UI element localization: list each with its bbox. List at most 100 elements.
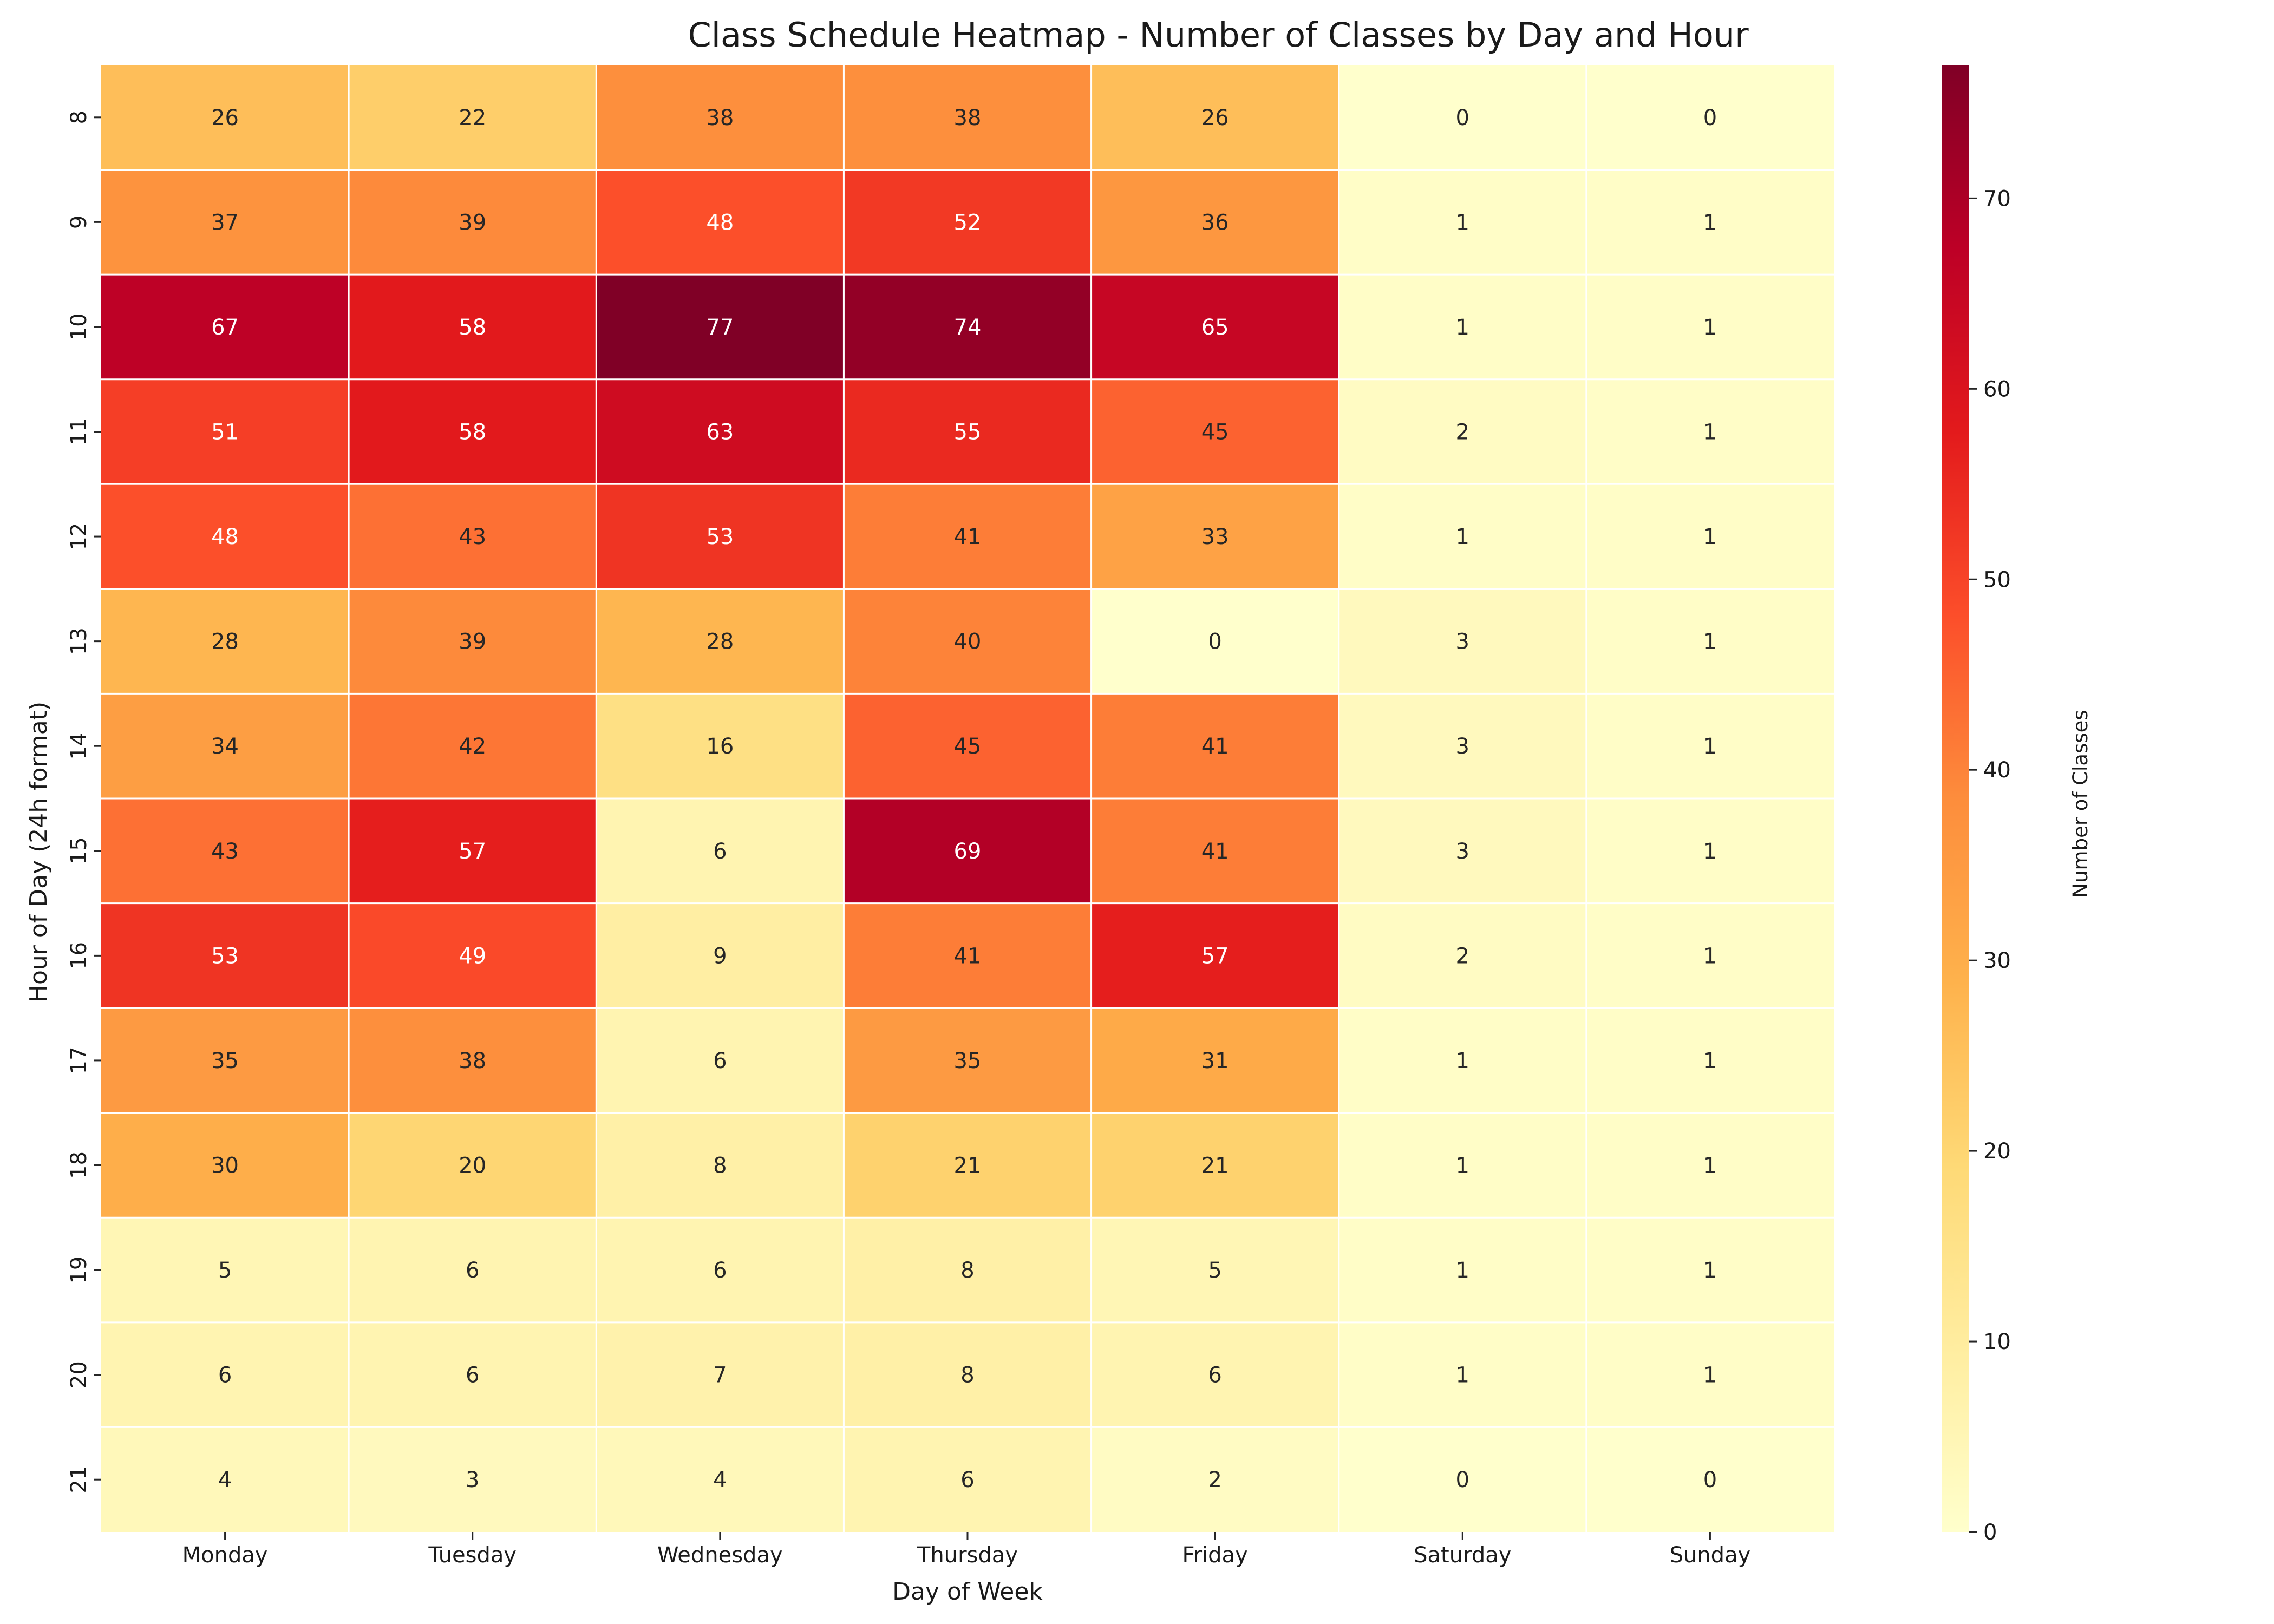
heatmap-cell — [1586, 1322, 1834, 1427]
heatmap-cell — [844, 798, 1092, 903]
heatmap-cells — [101, 65, 1834, 1532]
heatmap-cell — [349, 379, 597, 484]
heatmap-cell — [596, 65, 844, 170]
heatmap-cell — [101, 169, 349, 275]
cell-value-label: 1 — [1703, 1258, 1717, 1283]
cell-value-label: 1 — [1456, 1049, 1469, 1073]
cell-value-label: 41 — [1201, 734, 1229, 759]
cell-value-label: 49 — [459, 944, 486, 968]
cell-value-label: 2 — [1456, 420, 1469, 445]
cell-value-label: 7 — [713, 1363, 727, 1388]
y-tick-label: 15 — [67, 837, 92, 865]
colorbar-label: Number of Classes — [2069, 710, 2092, 898]
cell-value-label: 1 — [1703, 315, 1717, 340]
heatmap-cell — [844, 1217, 1092, 1322]
y-tick-label: 20 — [67, 1361, 92, 1389]
cell-value-label: 77 — [706, 315, 734, 340]
heatmap-cell — [844, 1112, 1092, 1218]
cell-value-label: 40 — [954, 630, 982, 654]
cell-value-label: 6 — [218, 1363, 232, 1388]
heatmap-cell — [101, 588, 349, 694]
heatmap-cell — [1338, 1217, 1586, 1322]
heatmap-cell — [1586, 588, 1834, 694]
cell-value-label: 48 — [706, 210, 734, 235]
x-tick-label: Thursday — [917, 1543, 1018, 1568]
x-tick-label: Friday — [1182, 1543, 1248, 1568]
cell-value-label: 5 — [218, 1258, 232, 1283]
heatmap-cell — [596, 1008, 844, 1113]
colorbar-tick-label: 10 — [1983, 1330, 2011, 1354]
y-tick-label: 18 — [67, 1151, 92, 1179]
heatmap-cell — [101, 1008, 349, 1113]
heatmap-cell — [349, 1322, 597, 1427]
cell-value-label: 43 — [459, 525, 486, 549]
cell-value-label: 1 — [1703, 1049, 1717, 1073]
cell-value-label: 6 — [713, 1049, 727, 1073]
heatmap-cell — [596, 798, 844, 903]
heatmap-cell — [1338, 484, 1586, 589]
chart-title: Class Schedule Heatmap - Number of Class… — [688, 15, 1749, 55]
cell-value-label: 0 — [1703, 106, 1717, 130]
heatmap-cell — [596, 379, 844, 484]
colorbar-tick-label: 20 — [1983, 1139, 2011, 1164]
heatmap-cell — [1091, 798, 1339, 903]
heatmap-cell — [349, 903, 597, 1009]
cell-value-label: 1 — [1456, 1154, 1469, 1178]
heatmap-cell — [1338, 903, 1586, 1009]
cell-value-label: 39 — [459, 210, 486, 235]
cell-value-label: 6 — [713, 839, 727, 864]
cell-value-label: 45 — [954, 734, 982, 759]
colorbar-tick-label: 0 — [1983, 1520, 1997, 1545]
heatmap-cell — [1091, 588, 1339, 694]
heatmap-cell — [1586, 1217, 1834, 1322]
cell-value-label: 53 — [706, 525, 734, 549]
heatmap-cell — [1338, 1322, 1586, 1427]
cell-value-label: 0 — [1703, 1468, 1717, 1492]
heatmap-cell — [1338, 169, 1586, 275]
cell-value-label: 4 — [713, 1468, 727, 1492]
cell-value-label: 6 — [713, 1258, 727, 1283]
cell-value-label: 3 — [1456, 734, 1469, 759]
cell-value-label: 34 — [211, 734, 239, 759]
cell-value-label: 3 — [466, 1468, 479, 1492]
cell-value-label: 41 — [954, 525, 982, 549]
x-tick-label: Sunday — [1670, 1543, 1751, 1568]
heatmap-cell — [1338, 379, 1586, 484]
heatmap-cell — [596, 274, 844, 379]
y-tick-label: 10 — [67, 313, 92, 340]
cell-value-label: 45 — [1201, 420, 1229, 445]
heatmap-cell — [844, 903, 1092, 1009]
y-tick-label: 19 — [67, 1256, 92, 1284]
heatmap-cell — [596, 1322, 844, 1427]
cell-value-label: 6 — [1208, 1363, 1221, 1388]
cell-value-label: 26 — [211, 106, 239, 130]
cell-value-label: 36 — [1201, 210, 1229, 235]
cell-value-label: 1 — [1703, 839, 1717, 864]
heatmap-cell — [1091, 484, 1339, 589]
cell-separators — [101, 65, 1834, 1532]
x-tick-label: Saturday — [1414, 1543, 1511, 1568]
heatmap-cell — [101, 903, 349, 1009]
cell-value-label: 9 — [713, 944, 727, 968]
heatmap-cell — [1586, 65, 1834, 170]
cell-value-label: 4 — [218, 1468, 232, 1492]
cell-value-label: 1 — [1456, 210, 1469, 235]
cell-value-label: 67 — [211, 315, 239, 340]
cell-value-label: 20 — [459, 1154, 486, 1178]
heatmap-cell — [1338, 65, 1586, 170]
heatmap-cell — [349, 1008, 597, 1113]
heatmap-cell — [596, 484, 844, 589]
cell-value-label: 1 — [1456, 1258, 1469, 1283]
cell-value-label: 16 — [706, 734, 734, 759]
cell-value-label: 38 — [459, 1049, 486, 1073]
cell-value-label: 1 — [1703, 734, 1717, 759]
cell-value-label: 8 — [713, 1154, 727, 1178]
heatmap-cell — [1338, 798, 1586, 903]
heatmap-cell — [101, 274, 349, 379]
y-tick-label: 9 — [67, 215, 92, 229]
cell-value-label: 57 — [459, 839, 486, 864]
heatmap-cell — [1091, 903, 1339, 1009]
cell-value-label: 43 — [211, 839, 239, 864]
colorbar-tick-label: 60 — [1983, 377, 2011, 402]
